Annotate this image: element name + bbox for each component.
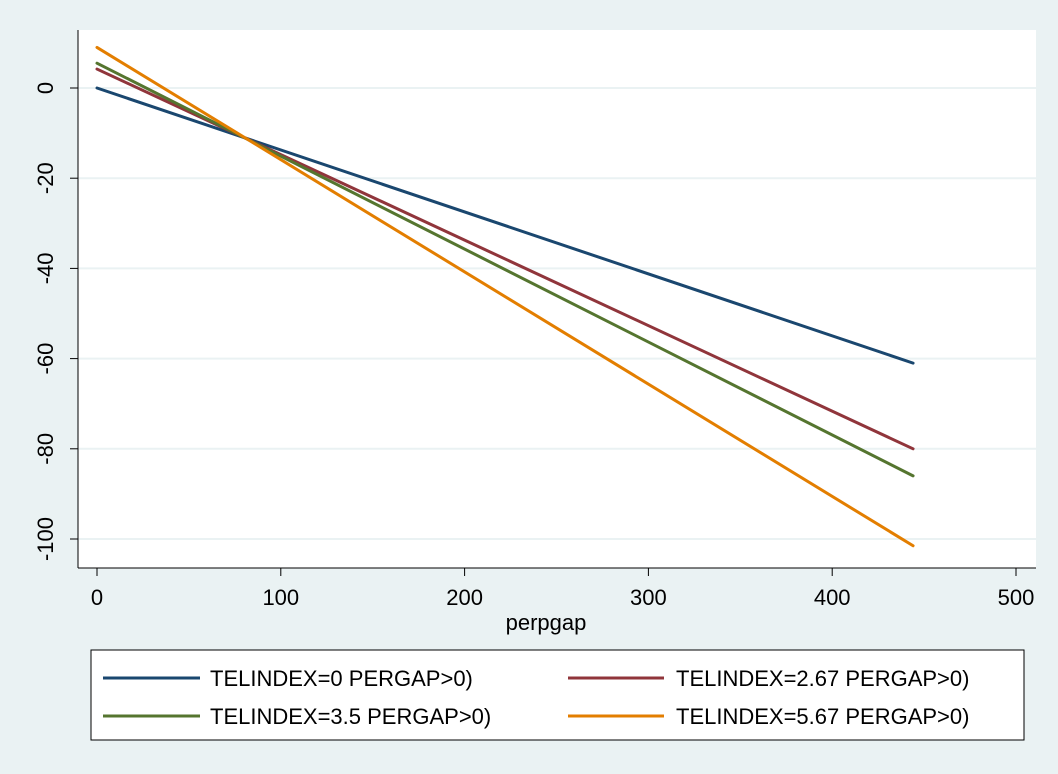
y-tick-label: 0 xyxy=(33,82,58,94)
legend-label: TELINDEX=2.67 PERGAP>0) xyxy=(676,666,969,691)
legend-label: TELINDEX=3.5 PERGAP>0) xyxy=(210,704,491,729)
axes: 0 -20 -40 -60 -80 -100 0 100 200 300 400 500 xyxy=(33,30,1036,610)
x-tick-label: 400 xyxy=(814,585,851,610)
y-tick-label: -40 xyxy=(33,253,58,285)
x-tick-label: 0 xyxy=(91,585,103,610)
series-lines xyxy=(95,45,915,548)
plot-area xyxy=(78,30,1036,568)
y-tick-label: -100 xyxy=(33,517,58,561)
legend-box xyxy=(90,649,1025,741)
y-tick-label: -20 xyxy=(33,162,58,194)
grid-lines xyxy=(78,87,1036,540)
legend-label: TELINDEX=0 PERGAP>0) xyxy=(210,666,473,691)
x-tick-label: 100 xyxy=(262,585,299,610)
x-tick-label: 200 xyxy=(446,585,483,610)
legend-label: TELINDEX=5.67 PERGAP>0) xyxy=(676,704,969,729)
y-tick-label: -60 xyxy=(33,343,58,375)
y-tick-label: -80 xyxy=(33,433,58,465)
x-tick-label: 500 xyxy=(998,585,1035,610)
legend: TELINDEX=0 PERGAP>0) TELINDEX=2.67 PERGAP… xyxy=(90,649,1025,741)
series-line xyxy=(95,45,915,548)
x-tick-label: 300 xyxy=(630,585,667,610)
x-axis-label: perpgap xyxy=(506,610,587,635)
